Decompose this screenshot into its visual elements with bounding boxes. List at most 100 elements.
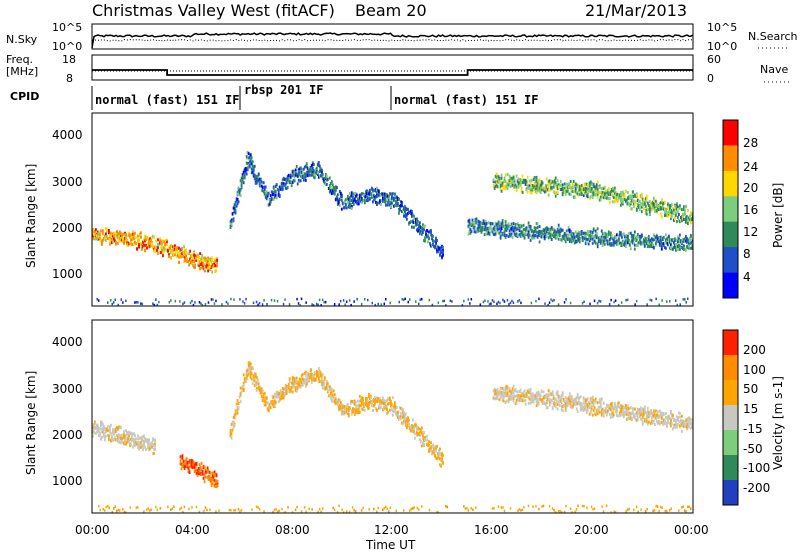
powerData-ground-cell xyxy=(635,299,638,303)
velData-cell xyxy=(336,402,339,406)
powerData-cell xyxy=(333,186,336,190)
velData-cell xyxy=(529,387,532,391)
powerData-ground-cell xyxy=(135,301,138,304)
powerData-cell xyxy=(555,231,558,235)
velData-cell xyxy=(595,409,598,413)
velData-cell xyxy=(249,375,252,379)
velData-cell xyxy=(273,392,276,396)
powerData-cell xyxy=(681,240,683,244)
powerData-cell xyxy=(271,193,274,196)
powerData-ground-cell xyxy=(239,298,241,301)
velData-cell xyxy=(525,394,528,398)
powerData-cell xyxy=(291,174,294,178)
velData-cell xyxy=(333,393,336,397)
powerData-cell xyxy=(658,205,661,209)
powerData-cell xyxy=(241,179,244,182)
powerData-cell xyxy=(259,177,262,181)
velData-cell xyxy=(545,399,548,403)
powerData-cell xyxy=(600,235,603,239)
velData-cell xyxy=(296,380,299,384)
powerData-cell xyxy=(584,234,587,238)
powerData-cell xyxy=(187,260,189,264)
powerData-cell xyxy=(542,234,545,238)
velData-cell xyxy=(125,429,127,433)
powerData-cell xyxy=(258,177,261,181)
powerData-cell xyxy=(393,204,395,208)
powerData-cell xyxy=(422,226,424,230)
velData-cell xyxy=(119,440,121,444)
powerData-cell xyxy=(230,219,233,223)
powerData-cell xyxy=(519,183,522,187)
velData-cell xyxy=(494,389,497,393)
velData-cell xyxy=(272,405,275,409)
powerData-cell xyxy=(191,259,193,263)
velData-cell xyxy=(253,375,256,379)
powerData-cell xyxy=(440,250,442,254)
velData-cell xyxy=(377,397,379,401)
velData-cell xyxy=(530,396,533,400)
powerData-cell xyxy=(593,193,596,197)
powerData-cell xyxy=(202,256,204,260)
velData-cell xyxy=(273,403,276,407)
velData-cell xyxy=(566,400,569,404)
powerData-cell xyxy=(291,170,294,174)
velData-cell xyxy=(329,387,332,391)
powerData-cell xyxy=(633,243,636,247)
powerData-cell xyxy=(496,177,499,181)
velData-cell xyxy=(500,394,503,398)
powerData-cell xyxy=(600,187,603,191)
velData-cell xyxy=(508,387,511,391)
powerData-cell xyxy=(186,252,188,256)
powerData-cell xyxy=(343,199,346,203)
velData-cell xyxy=(279,397,282,401)
powerData-ground-cell xyxy=(428,298,431,302)
velData-cell xyxy=(236,408,239,412)
velData-cell xyxy=(298,382,301,386)
powerData-cell xyxy=(442,250,444,254)
powerData-cell xyxy=(602,235,605,239)
velData-cell xyxy=(615,410,618,414)
powerData-cell xyxy=(501,181,504,185)
velData-cell xyxy=(640,412,643,416)
powerData-ground-cell xyxy=(502,298,504,302)
powerData-cell xyxy=(616,199,619,203)
velData-cell xyxy=(353,399,356,403)
powerData-cell xyxy=(184,255,186,259)
velData-cell xyxy=(112,429,114,433)
powerData-cell xyxy=(497,227,500,231)
powerData-ground-cell xyxy=(511,299,513,303)
velData-cell xyxy=(151,444,153,448)
powerData-cell xyxy=(149,240,151,244)
velData-cell xyxy=(208,475,211,479)
powerData-cell xyxy=(506,182,509,186)
powerData-cell xyxy=(580,230,583,233)
velData-cell xyxy=(604,406,607,410)
velData-cell xyxy=(303,381,306,385)
velData-cell xyxy=(605,413,608,416)
velData-cell xyxy=(639,410,642,414)
powerData-cell xyxy=(375,195,377,199)
velData-cell xyxy=(646,409,649,413)
powerData-cell xyxy=(652,196,655,200)
powerData-cell xyxy=(355,193,358,197)
powerData-cell xyxy=(171,251,173,255)
velData-cell xyxy=(519,398,522,402)
velData-cell xyxy=(307,378,310,382)
velData-cell xyxy=(375,398,377,402)
velData-cell xyxy=(571,400,574,404)
powerData-ground-cell xyxy=(415,300,417,303)
velData-cell xyxy=(542,390,545,394)
powerData-cell xyxy=(162,246,164,249)
velData-cell xyxy=(625,412,628,416)
velData-cell xyxy=(407,424,409,428)
powerData-cell xyxy=(160,251,162,255)
powerData-cell xyxy=(655,234,658,238)
velData-cell xyxy=(248,368,251,372)
cpid-segment-3: normal (fast) 151 IF xyxy=(394,93,539,107)
velData-cell xyxy=(371,401,373,405)
powerData-cell xyxy=(567,182,570,186)
velData-cell xyxy=(424,436,426,439)
velData-cell xyxy=(626,417,629,421)
powerData-cell xyxy=(664,207,666,211)
powerData-cell xyxy=(639,195,642,199)
